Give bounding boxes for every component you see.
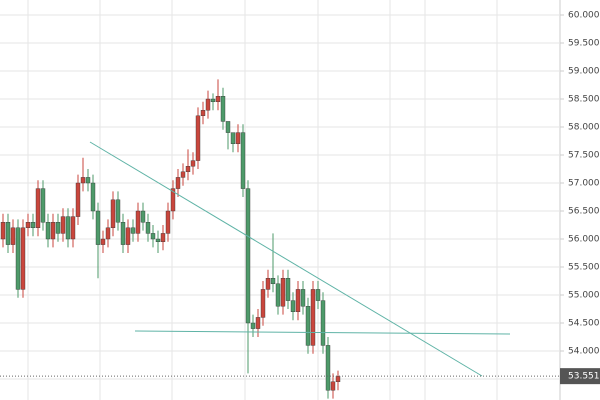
y-tick-label: 59.000	[568, 67, 600, 77]
candle-body	[190, 160, 196, 167]
candle-body	[210, 98, 216, 103]
candle-body	[290, 300, 296, 313]
candle-body	[180, 171, 186, 178]
candle-body	[50, 222, 56, 240]
candle-body	[250, 322, 256, 329]
y-tick-label: 55.000	[568, 291, 600, 301]
candle-body	[110, 199, 116, 229]
y-tick-label: 57.000	[568, 179, 600, 189]
candle-body	[260, 289, 266, 318]
y-tick-label: 58.000	[568, 123, 600, 133]
candle-body	[300, 289, 306, 307]
candle-body	[305, 306, 311, 346]
candle-body	[175, 177, 181, 189]
y-tick-label: 56.500	[568, 207, 600, 217]
candle-body	[65, 216, 71, 240]
candle-body	[80, 177, 86, 184]
candle-body	[310, 289, 316, 346]
y-tick-label: 55.500	[568, 263, 600, 273]
candle-body	[155, 238, 161, 243]
candle-body	[240, 132, 246, 189]
candle-body	[105, 227, 111, 240]
candle-body	[75, 182, 81, 217]
candle-body	[150, 233, 156, 240]
candle-body	[45, 222, 51, 240]
candle-body	[215, 96, 221, 103]
candle-body	[70, 216, 76, 240]
candle-body	[295, 289, 301, 313]
candle-body	[285, 278, 291, 301]
candle-body	[20, 227, 26, 290]
candle-body	[275, 283, 281, 307]
y-tick-label: 54.500	[568, 319, 600, 329]
candle-body	[165, 210, 171, 234]
candle-body	[85, 177, 91, 184]
candle-body	[5, 222, 11, 245]
candle-body	[160, 233, 166, 243]
y-tick-label: 54.000	[568, 347, 600, 357]
last-price-label: 53.551	[568, 372, 600, 382]
last-price-box	[560, 368, 600, 385]
candle-body	[315, 289, 321, 301]
candle-body	[15, 227, 21, 290]
candle-body	[280, 278, 286, 307]
candle-body	[270, 278, 276, 285]
candle-body	[195, 115, 201, 161]
candle-body	[235, 132, 241, 145]
candle-body	[130, 227, 136, 234]
candle-body	[325, 345, 331, 391]
candle-body	[60, 216, 66, 234]
candle-body	[185, 166, 191, 173]
candle-body	[225, 121, 231, 133]
candle-body	[10, 227, 16, 245]
candle-body	[170, 188, 176, 212]
candle-body	[335, 375, 341, 383]
candle-body	[205, 98, 211, 111]
candle-body	[55, 222, 61, 234]
candle-body	[135, 210, 141, 234]
candle-body	[140, 210, 146, 223]
trend-line	[89, 141, 483, 377]
support-line	[134, 330, 511, 335]
candle-body	[115, 199, 121, 223]
candle-body	[200, 110, 206, 117]
y-tick-label: 59.500	[568, 39, 600, 49]
y-tick-label: 57.500	[568, 151, 600, 161]
candle-body	[90, 182, 96, 212]
candle-body	[30, 222, 36, 229]
candle-body	[35, 188, 41, 229]
candle-body	[100, 238, 106, 245]
y-tick-label: 60.000	[568, 11, 600, 21]
y-tick-label: 56.000	[568, 235, 600, 245]
candle-body	[230, 132, 236, 145]
candle-body	[320, 300, 326, 346]
candles	[0, 14, 560, 399]
candle-body	[265, 278, 271, 290]
candle-body	[255, 317, 261, 329]
candle-body	[40, 188, 46, 223]
candle-body	[95, 210, 101, 245]
candle-body	[0, 222, 6, 240]
candle-body	[125, 227, 131, 245]
y-tick-label: 58.500	[568, 95, 600, 105]
candle-body	[145, 222, 151, 234]
vertical-grid	[27, 0, 498, 400]
candle-body	[330, 381, 336, 391]
candle-body	[25, 222, 31, 229]
candle-body	[120, 222, 126, 245]
candle-body	[220, 96, 226, 122]
candle-body	[245, 188, 251, 324]
